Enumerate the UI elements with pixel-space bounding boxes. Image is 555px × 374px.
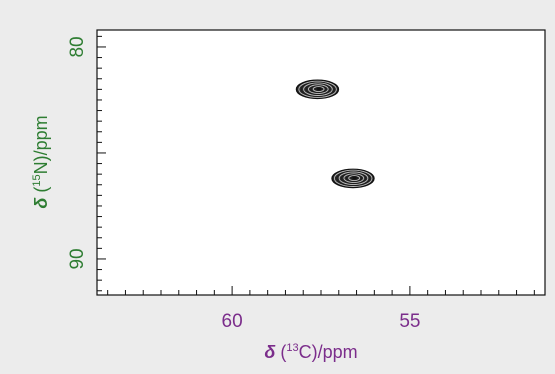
y-axis-title-superscript: 15 bbox=[31, 174, 43, 186]
peak-layer bbox=[295, 79, 375, 189]
y-axis-title: δ (15N)/ppm bbox=[31, 115, 51, 208]
x-tick-label: 60 bbox=[222, 311, 243, 332]
x-axis-title-superscript: 13 bbox=[286, 342, 298, 354]
tick-layer: 60 55 80 90 bbox=[67, 35, 535, 332]
x-axis-title-delta: δ bbox=[264, 342, 276, 362]
x-tick-label: 55 bbox=[399, 311, 420, 332]
peak-contour-1 bbox=[295, 79, 340, 100]
y-tick-label: 90 bbox=[67, 248, 88, 269]
x-axis-title-rest: C)/ppm bbox=[299, 342, 358, 362]
plot-frame bbox=[96, 29, 546, 296]
y-tick-label: 80 bbox=[67, 36, 88, 57]
y-axis-title-rest: N)/ppm bbox=[31, 115, 51, 174]
x-axis-title: δ (13C)/ppm bbox=[264, 342, 357, 362]
x-axis-title-open: ( bbox=[275, 342, 286, 362]
plot-area bbox=[97, 30, 545, 295]
y-axis-title-open: ( bbox=[31, 187, 51, 198]
peak-contour-2 bbox=[331, 168, 375, 189]
y-axis-title-delta: δ bbox=[31, 197, 51, 209]
